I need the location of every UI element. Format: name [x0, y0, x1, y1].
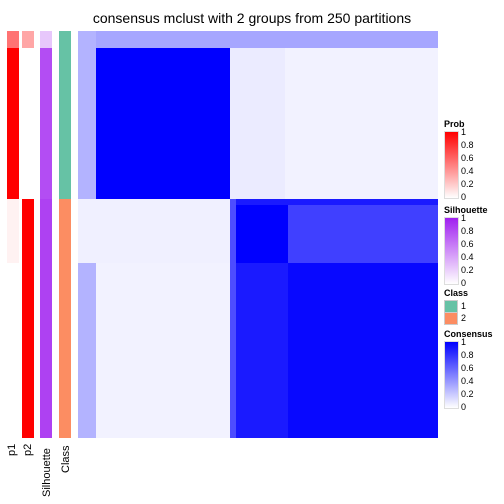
chart-title: consensus mclust with 2 groups from 250 … — [92, 10, 412, 26]
silhouette-cell — [40, 199, 52, 438]
legend-class-title: Class — [444, 288, 469, 298]
legend-silhouette-title: Silhouette — [444, 205, 488, 215]
legend-prob-tick: 0 — [461, 192, 467, 202]
p2-cell — [22, 31, 34, 199]
silhouette-cell — [40, 31, 52, 48]
legend-consensus-tick: 0.8 — [461, 350, 474, 360]
legend-silhouette-tick: 0.2 — [461, 265, 474, 275]
legend-prob-tick: 0.8 — [461, 140, 474, 150]
legend-silhouette-tick: 0.4 — [461, 252, 474, 262]
legend-class-label-2: 2 — [461, 313, 467, 323]
legend-silhouette-tick: 0 — [461, 278, 467, 288]
p2-cell — [22, 31, 34, 48]
legend-consensus-tick: 0.4 — [461, 376, 474, 386]
consensus-band — [78, 199, 230, 263]
consensus-block — [288, 263, 438, 438]
legend-consensus-tick: 0 — [461, 402, 467, 412]
annotation-label-class: Class — [60, 445, 72, 473]
consensus-block — [236, 205, 288, 263]
legend-silhouette-gradient — [444, 217, 459, 285]
legend-consensus-tick: 0.6 — [461, 363, 474, 373]
p1-cell — [7, 199, 19, 263]
annotation-label-p2: p2 — [22, 443, 34, 456]
legend-prob-tick: 0.2 — [461, 179, 474, 189]
legend-class-label-1: 1 — [461, 301, 467, 311]
consensus-band — [230, 48, 285, 199]
annotation-label-silhouette: Silhouette — [41, 448, 53, 497]
consensus-band — [78, 31, 438, 48]
legend-prob-title: Prob — [444, 119, 465, 129]
legend-consensus-gradient — [444, 341, 459, 409]
silhouette-cell — [40, 31, 52, 199]
legend-silhouette-tick: 0.8 — [461, 226, 474, 236]
legend-class-swatch-2 — [444, 312, 458, 325]
legend-consensus-tick: 1 — [461, 337, 467, 347]
p2-cell — [22, 199, 34, 438]
p1-cell — [7, 31, 19, 199]
p1-cell — [7, 31, 19, 48]
class-cell — [59, 31, 71, 199]
annotation-label-p1: p1 — [6, 443, 18, 456]
consensus-band — [230, 199, 236, 438]
legend-prob-tick: 0.6 — [461, 153, 474, 163]
legend-consensus-title: Consensus — [444, 329, 493, 339]
consensus-block — [96, 48, 230, 199]
legend-silhouette-tick: 1 — [461, 213, 467, 223]
class-cell — [59, 199, 71, 438]
consensus-block — [288, 205, 438, 263]
legend-consensus-tick: 0.2 — [461, 389, 474, 399]
legend-prob-tick: 1 — [461, 127, 467, 137]
legend-prob-gradient — [444, 131, 459, 199]
legend-silhouette-tick: 0.6 — [461, 239, 474, 249]
legend-prob-tick: 0.4 — [461, 166, 474, 176]
